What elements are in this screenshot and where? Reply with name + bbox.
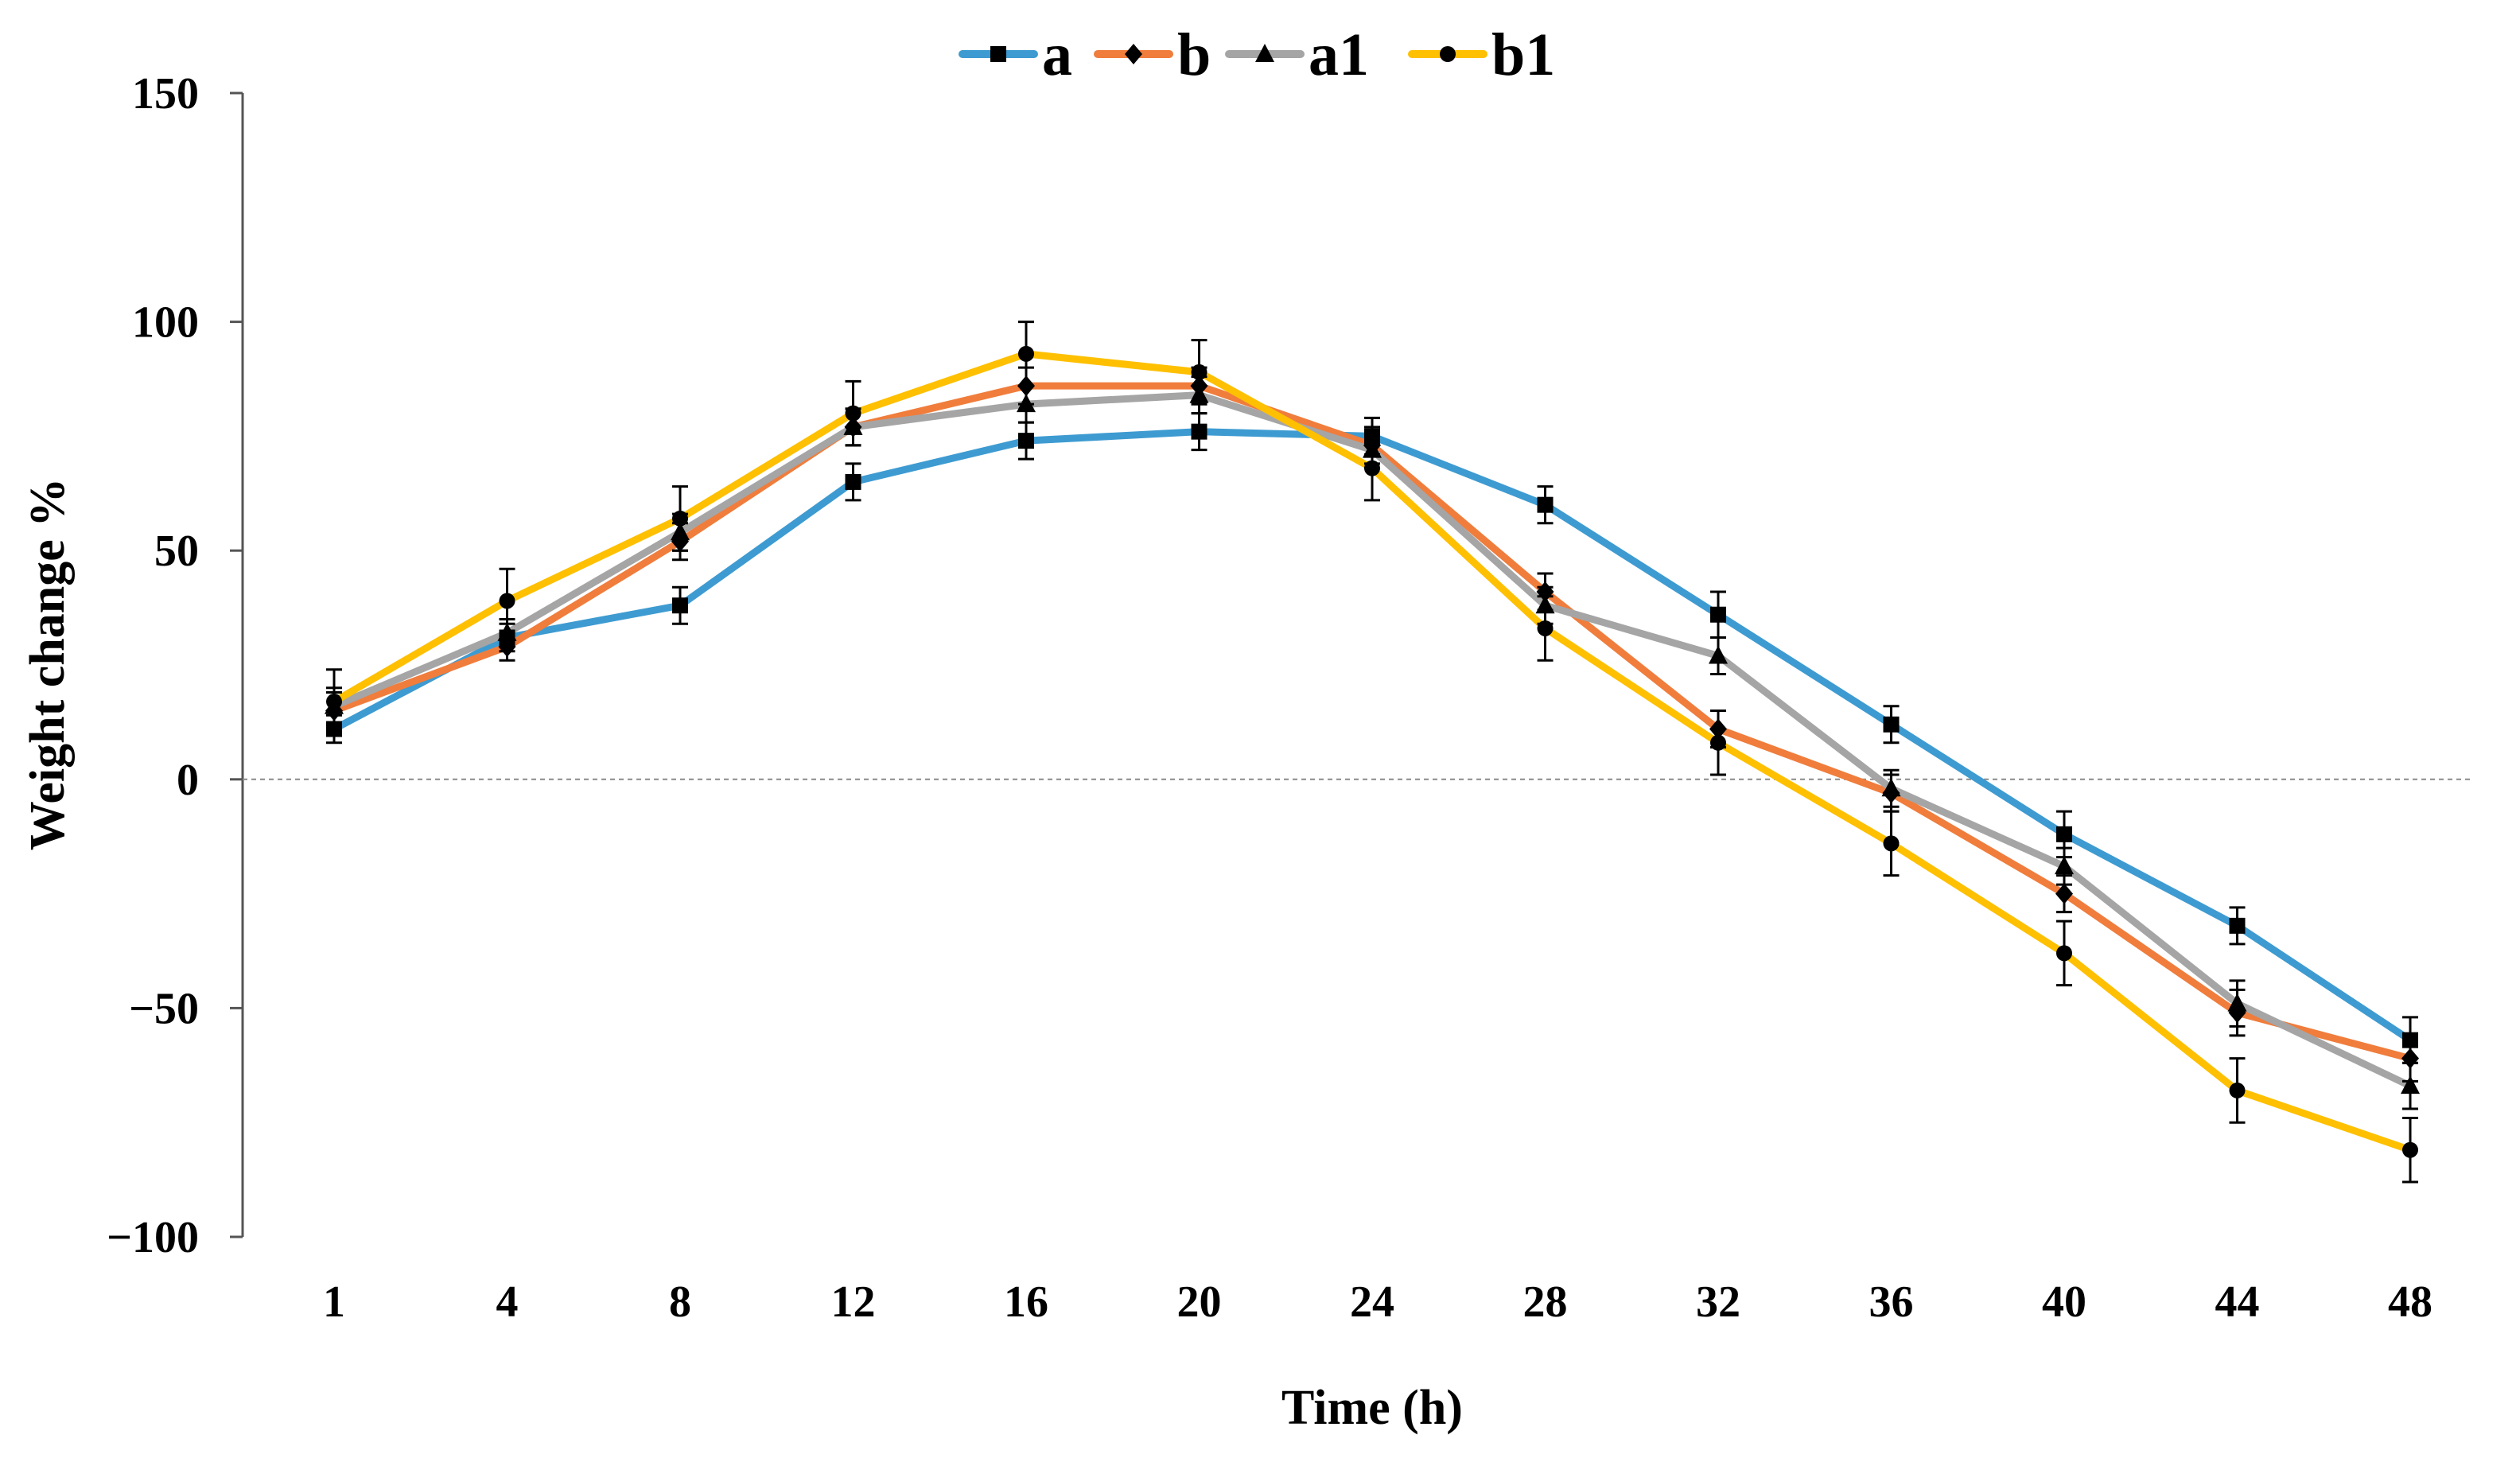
legend-marker-b	[1125, 44, 1142, 64]
legend-label-a: a	[1042, 21, 1072, 88]
x-tick-label: 12	[831, 1277, 876, 1327]
x-tick-label: 1	[323, 1277, 345, 1327]
legend-label-a1: a1	[1309, 21, 1369, 88]
data-point-a	[1883, 716, 1900, 733]
data-point-b1	[326, 694, 342, 710]
legend-label-b1: b1	[1491, 21, 1555, 88]
data-point-b1	[1018, 345, 1034, 362]
data-point-b1	[1537, 620, 1554, 636]
data-point-b	[1017, 375, 1035, 397]
data-point-a1	[497, 622, 517, 641]
legend-marker-a	[990, 46, 1006, 62]
data-point-a1	[1363, 439, 1382, 458]
x-tick-label: 36	[1869, 1277, 1914, 1327]
data-point-b	[1709, 718, 1727, 740]
data-point-a	[1018, 433, 1034, 449]
y-axis-title: Weight change %	[21, 478, 75, 850]
x-tick-label: 20	[1177, 1277, 1222, 1327]
data-point-a	[2229, 917, 2246, 934]
data-point-a1	[671, 522, 690, 541]
legend: a b a1 b1	[959, 21, 1555, 88]
data-point-a	[1191, 423, 1208, 440]
data-point-a	[672, 597, 688, 614]
data-point-b1	[845, 405, 861, 422]
y-tick-label: 0	[177, 756, 199, 805]
data-point-b1	[2402, 1141, 2418, 1158]
data-point-b1	[2229, 1082, 2246, 1098]
x-tick-label: 24	[1350, 1277, 1394, 1327]
y-tick-label: −100	[107, 1213, 199, 1262]
series-line-a	[330, 428, 2414, 1044]
legend-marker-b1	[1440, 46, 1456, 62]
data-point-b1	[499, 593, 515, 609]
data-point-a1	[2055, 856, 2074, 875]
data-point-a	[1537, 496, 1554, 513]
x-tick-label: 48	[2388, 1277, 2432, 1327]
data-point-a	[326, 721, 342, 737]
data-point-b1	[672, 510, 688, 527]
x-axis-title: Time (h)	[1281, 1381, 1463, 1435]
data-point-a1	[1017, 394, 1036, 413]
y-axis: 150 100 50 0 −50 −100	[107, 69, 244, 1262]
x-tick-label: 16	[1004, 1277, 1048, 1327]
data-point-a	[2402, 1032, 2418, 1048]
x-axis: 1 4 8 12 16 20 24 28 32 36 40 44 48	[323, 1277, 2432, 1327]
legend-marker-a1	[1255, 44, 1274, 62]
x-tick-label: 28	[1523, 1277, 1568, 1327]
data-point-a	[845, 473, 861, 490]
data-point-a1	[1709, 645, 1728, 664]
data-point-a1	[2401, 1075, 2420, 1094]
data-point-b	[498, 636, 516, 657]
data-point-a1	[1881, 778, 1901, 797]
data-point-a1	[1535, 595, 1555, 614]
data-point-a	[1710, 606, 1726, 623]
x-tick-label: 32	[1696, 1277, 1740, 1327]
y-tick-label: 50	[154, 527, 199, 576]
data-point-b1	[2056, 945, 2072, 962]
data-point-a1	[1189, 384, 1209, 403]
data-point-b	[2055, 883, 2073, 904]
x-tick-label: 44	[2215, 1277, 2260, 1327]
data-point-a1	[2227, 993, 2247, 1012]
data-point-a	[2056, 826, 2072, 842]
y-tick-label: 150	[132, 69, 199, 119]
data-point-b1	[1191, 364, 1208, 380]
x-tick-label: 4	[496, 1277, 519, 1327]
legend-label-b: b	[1177, 21, 1211, 88]
x-tick-label: 8	[669, 1277, 691, 1327]
y-tick-label: 100	[132, 298, 199, 348]
data-point-b1	[1364, 460, 1380, 476]
x-tick-label: 40	[2042, 1277, 2086, 1327]
y-tick-label: −50	[129, 984, 199, 1033]
data-points	[325, 345, 2420, 1158]
data-point-a1	[843, 416, 863, 435]
data-point-b1	[1710, 734, 1726, 751]
data-point-b	[1536, 581, 1554, 602]
data-point-b1	[1883, 835, 1900, 852]
data-point-b	[2401, 1048, 2419, 1069]
